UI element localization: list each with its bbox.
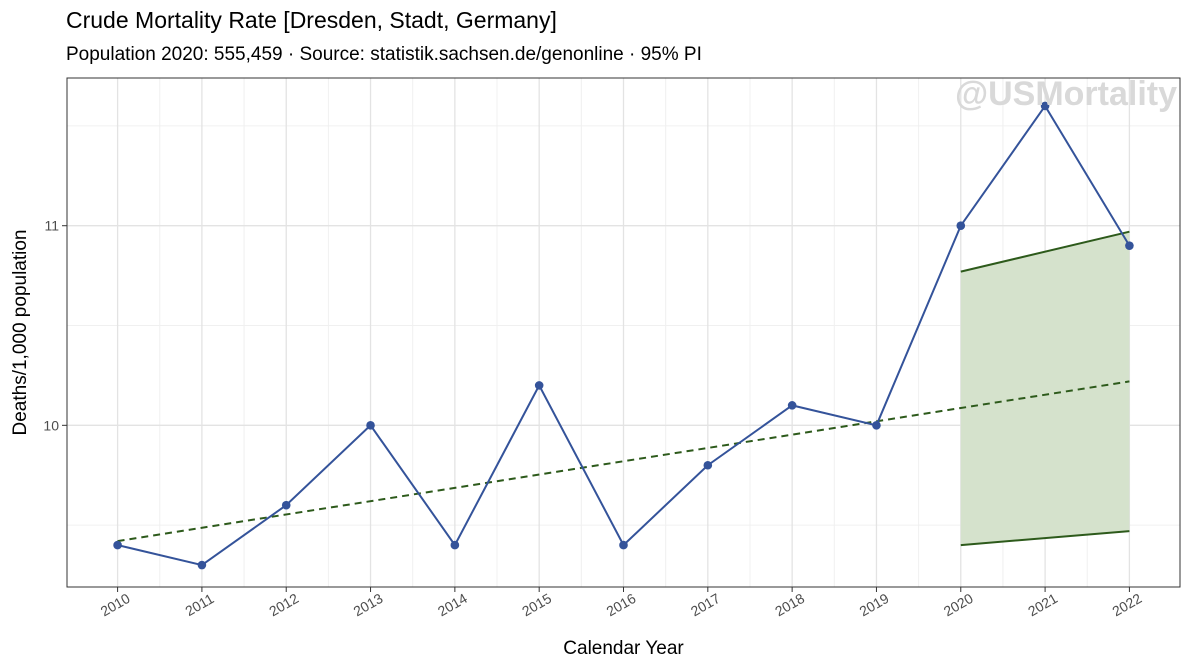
y-axis: 10 11	[43, 218, 67, 433]
x-tick-label: 2013	[351, 590, 386, 620]
data-point	[956, 221, 966, 231]
data-point	[197, 560, 207, 570]
y-axis-title: Deaths/1,000 population	[10, 230, 31, 436]
data-point	[450, 540, 460, 550]
data-point	[703, 460, 713, 470]
y-tick-label: 11	[44, 218, 59, 234]
data-point	[787, 401, 797, 410]
data-point	[1040, 101, 1050, 111]
chart-title: Crude Mortality Rate [Dresden, Stadt, Ge…	[66, 7, 557, 33]
x-tick-label: 2017	[688, 590, 723, 620]
x-axis: 2010 2011 2012 2013 2014 2015 2016 2017 2018 2019…	[98, 587, 1145, 619]
x-tick-label: 2010	[98, 590, 133, 620]
data-point	[1125, 241, 1134, 250]
data-point	[534, 381, 544, 390]
data-point	[113, 540, 122, 550]
data-point	[281, 500, 291, 510]
x-tick-label: 2011	[182, 590, 216, 619]
watermark-text: @USMortality	[955, 75, 1177, 113]
x-axis-title: Calendar Year	[563, 638, 684, 659]
x-tick-label: 2022	[1109, 590, 1144, 620]
x-tick-label: 2014	[435, 590, 470, 620]
trend-line	[117, 380, 1130, 543]
trend-line-layer	[117, 380, 1130, 543]
x-tick-label: 2012	[266, 590, 301, 620]
x-tick-label: 2020	[941, 590, 976, 620]
chart-subtitle: Population 2020: 555,459 · Source: stati…	[66, 44, 702, 65]
x-tick-label: 2016	[604, 590, 639, 620]
prediction-interval-upper	[960, 230, 1130, 273]
data-point	[872, 421, 881, 430]
y-tick-label: 10	[43, 417, 59, 433]
series-layer	[113, 101, 1134, 570]
data-point	[366, 421, 375, 430]
prediction-interval	[960, 230, 1130, 547]
x-tick-label: 2018	[772, 590, 807, 620]
x-tick-label: 2019	[856, 590, 891, 620]
prediction-interval-lower	[960, 530, 1130, 547]
x-tick-label: 2021	[1025, 590, 1060, 620]
data-point	[619, 540, 628, 550]
x-tick-label: 2015	[519, 590, 554, 620]
prediction-interval-band	[960, 231, 1130, 546]
